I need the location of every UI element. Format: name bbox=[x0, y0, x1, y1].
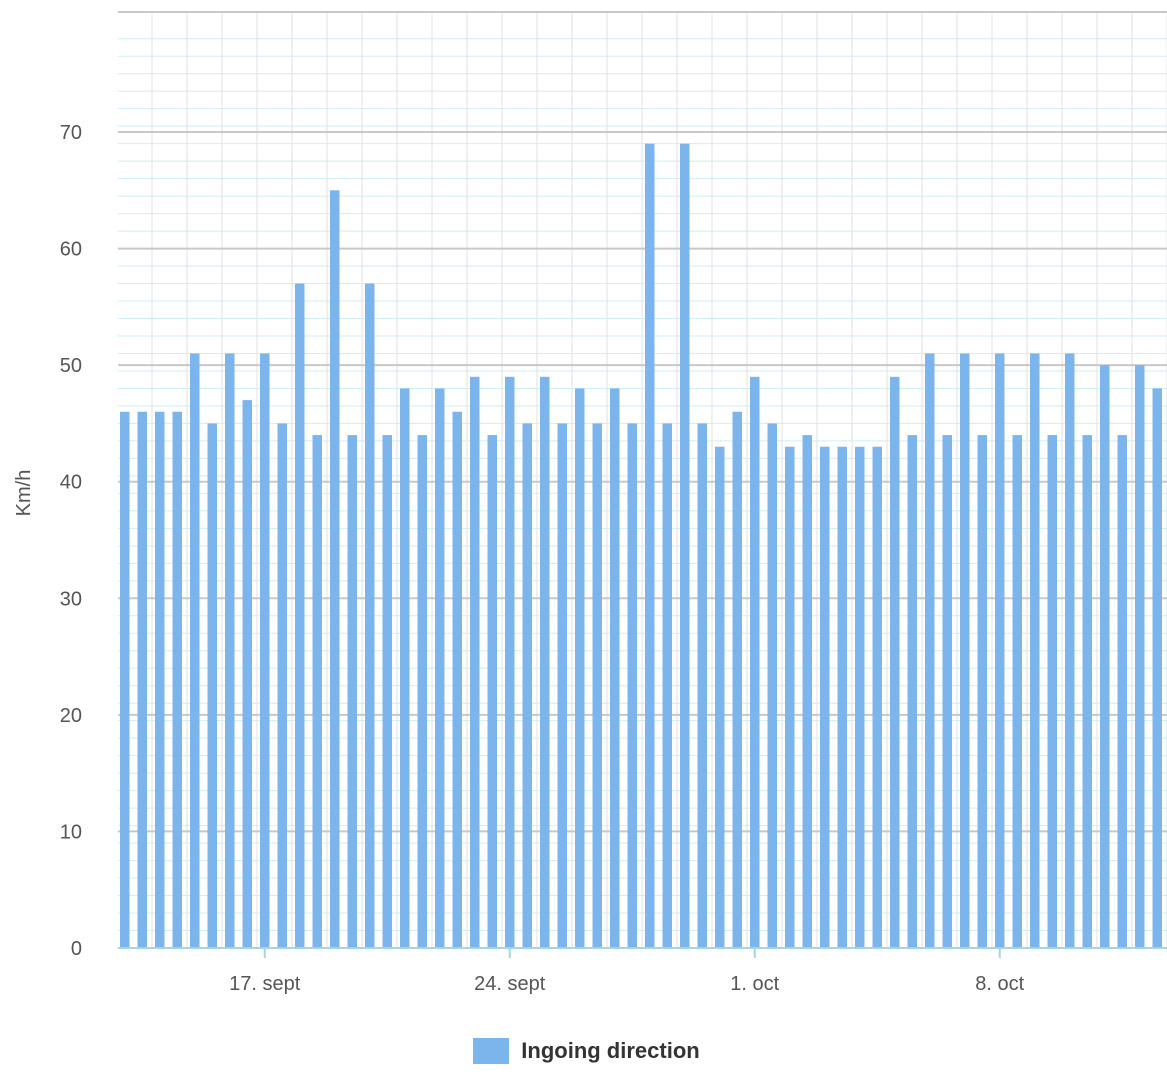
x-tick-label: 24. sept bbox=[474, 973, 546, 995]
bar[interactable] bbox=[1100, 365, 1110, 949]
bar[interactable] bbox=[225, 353, 235, 948]
bar[interactable] bbox=[1135, 365, 1145, 949]
bar[interactable] bbox=[400, 388, 410, 948]
bar[interactable] bbox=[872, 446, 883, 948]
bar[interactable] bbox=[942, 435, 953, 949]
bar[interactable] bbox=[347, 435, 358, 949]
bar[interactable] bbox=[330, 190, 340, 949]
bar[interactable] bbox=[557, 423, 568, 948]
bar[interactable] bbox=[120, 411, 130, 948]
y-tick-label: 10 bbox=[60, 821, 82, 843]
bar[interactable] bbox=[172, 411, 183, 948]
bar[interactable] bbox=[1082, 435, 1093, 949]
x-tick-label: 17. sept bbox=[229, 973, 301, 995]
bar[interactable] bbox=[365, 283, 375, 948]
bar[interactable] bbox=[1012, 435, 1023, 949]
bar[interactable] bbox=[522, 423, 533, 948]
bar[interactable] bbox=[155, 411, 165, 948]
bar[interactable] bbox=[487, 435, 498, 949]
bar[interactable] bbox=[137, 411, 148, 948]
bar[interactable] bbox=[382, 435, 393, 949]
bar[interactable] bbox=[750, 376, 760, 948]
bar[interactable] bbox=[662, 423, 673, 948]
y-axis: 0 10 20 30 40 50 60 70 bbox=[60, 122, 82, 960]
bar[interactable] bbox=[855, 446, 865, 948]
bar[interactable] bbox=[505, 376, 515, 948]
bar[interactable] bbox=[277, 423, 288, 948]
bar[interactable] bbox=[1065, 353, 1075, 948]
y-axis-title: Km/h bbox=[13, 470, 35, 517]
x-tick-label: 1. oct bbox=[730, 973, 779, 995]
bar[interactable] bbox=[977, 435, 988, 949]
bar[interactable] bbox=[242, 400, 253, 949]
bar[interactable] bbox=[312, 435, 323, 949]
bars bbox=[120, 143, 1163, 949]
bar[interactable] bbox=[470, 376, 480, 948]
y-tick-label: 40 bbox=[60, 472, 82, 494]
bar[interactable] bbox=[1047, 435, 1058, 949]
legend-item[interactable]: Ingoing direction bbox=[473, 1038, 700, 1064]
bar[interactable] bbox=[680, 143, 690, 948]
y-tick-label: 70 bbox=[60, 122, 82, 144]
bar[interactable] bbox=[995, 353, 1005, 948]
bar[interactable] bbox=[837, 446, 848, 948]
bar[interactable] bbox=[767, 423, 778, 948]
bar[interactable] bbox=[960, 353, 970, 948]
bar[interactable] bbox=[1152, 388, 1163, 948]
bar[interactable] bbox=[260, 353, 270, 948]
bar[interactable] bbox=[207, 423, 218, 948]
legend-swatch bbox=[473, 1038, 510, 1064]
bar[interactable] bbox=[540, 376, 550, 948]
bar[interactable] bbox=[575, 388, 585, 948]
bar[interactable] bbox=[452, 411, 463, 948]
bar[interactable] bbox=[190, 353, 200, 948]
y-tick-label: 60 bbox=[60, 239, 82, 261]
y-tick-label: 50 bbox=[60, 355, 82, 377]
x-axis: 17. sept 24. sept 1. oct 8. oct bbox=[118, 947, 1167, 995]
y-tick-label: 20 bbox=[60, 705, 82, 727]
bar[interactable] bbox=[592, 423, 603, 948]
bar[interactable] bbox=[627, 423, 638, 948]
bar[interactable] bbox=[820, 446, 830, 948]
legend: Ingoing direction bbox=[0, 1038, 1167, 1069]
x-tick-label: 8. oct bbox=[975, 973, 1024, 995]
bar[interactable] bbox=[610, 388, 620, 948]
grid bbox=[118, 11, 1167, 949]
bar[interactable] bbox=[907, 435, 918, 949]
bar[interactable] bbox=[715, 446, 725, 948]
bar[interactable] bbox=[802, 435, 813, 949]
bar[interactable] bbox=[785, 446, 795, 948]
bar[interactable] bbox=[890, 376, 900, 948]
bar[interactable] bbox=[1117, 435, 1128, 949]
y-tick-label: 0 bbox=[71, 938, 82, 960]
bar[interactable] bbox=[295, 283, 305, 948]
bar[interactable] bbox=[732, 411, 743, 948]
bar[interactable] bbox=[1030, 353, 1040, 948]
legend-label: Ingoing direction bbox=[521, 1038, 700, 1063]
bar[interactable] bbox=[417, 435, 428, 949]
bar[interactable] bbox=[435, 388, 445, 948]
bar[interactable] bbox=[697, 423, 708, 948]
bar[interactable] bbox=[925, 353, 935, 948]
y-tick-label: 30 bbox=[60, 588, 82, 610]
bar[interactable] bbox=[645, 143, 655, 948]
